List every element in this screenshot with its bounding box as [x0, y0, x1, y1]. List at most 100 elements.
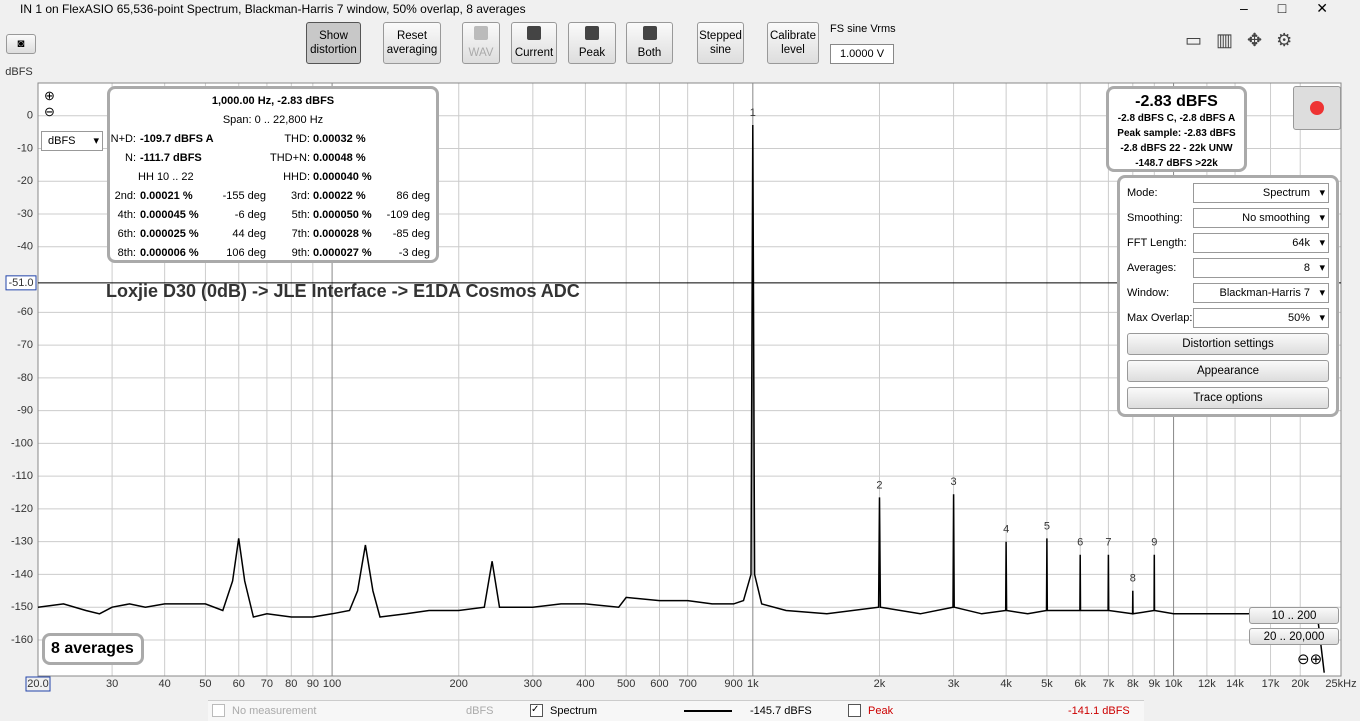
peak-legend: Peak: [868, 705, 894, 717]
zoom-buttons[interactable]: ⊕ ⊖: [44, 88, 55, 119]
show-distortion-button[interactable]: Show distortion: [306, 22, 361, 64]
level-main: -2.83 dBFS: [1135, 93, 1218, 110]
harmonic-label: 8: [1130, 573, 1136, 585]
x-tick-label: 2k: [874, 678, 886, 690]
current-button[interactable]: Current: [511, 22, 557, 64]
x-tick-label: 90: [307, 678, 319, 690]
harmonic-label: 2: [876, 479, 882, 491]
x-tick-label: 30: [106, 678, 118, 690]
control-button[interactable]: Distortion settings: [1127, 333, 1329, 355]
legend-swatch: [684, 710, 732, 712]
harmonic-cell: -6 deg: [234, 209, 266, 221]
range-button[interactable]: 10 .. 200: [1249, 607, 1339, 624]
camera-button[interactable]: ◙: [6, 34, 36, 54]
x-zoom-buttons[interactable]: ⊖⊕: [1297, 651, 1323, 668]
calibrate-level-button[interactable]: Calibrate level: [767, 22, 819, 64]
thdn-label: THD+N:: [269, 152, 310, 164]
spectrum-line: [37, 124, 1325, 673]
range-button[interactable]: 20 .. 20,000: [1249, 628, 1339, 645]
current-label: Current: [514, 47, 554, 59]
x-tick-label: 6k: [1074, 678, 1086, 690]
harmonic-cell: 5th:: [291, 209, 310, 221]
x-tick-label: 17k: [1262, 678, 1280, 690]
control-label: Averages:: [1127, 262, 1177, 274]
cursor-readout: 1,000.00 Hz, -2.83 dBFS: [211, 95, 335, 107]
y-tick-label: -90: [17, 405, 33, 417]
control-dropdown[interactable]: Spectrum: [1193, 183, 1329, 203]
harmonic-label: 5: [1044, 520, 1050, 532]
legend-entry: Spectrum: [550, 705, 598, 717]
control-dropdown[interactable]: Blackman-Harris 7: [1193, 283, 1329, 303]
harmonic-cell: 106 deg: [226, 247, 266, 259]
view-icons[interactable]: ▭▥✥⚙: [1185, 30, 1307, 50]
control-button[interactable]: Appearance: [1127, 360, 1329, 382]
harmonic-cell: 7th:: [291, 228, 310, 240]
level-line: -2.8 dBFS C, -2.8 dBFS A: [1117, 113, 1236, 124]
y-tick-label: -150: [11, 601, 33, 613]
y-tick-label: -110: [12, 470, 33, 482]
control-dropdown[interactable]: 64k: [1193, 233, 1329, 253]
n-value: -111.7 dBFS: [140, 152, 202, 164]
plot-frame: [37, 82, 1342, 677]
thd-value: 0.00032 %: [313, 133, 366, 145]
cursor-label-box: [5, 275, 37, 291]
x-tick-label: 200: [450, 678, 468, 690]
y-tick-label: 0: [27, 110, 33, 122]
control-dropdown[interactable]: No smoothing: [1193, 208, 1329, 228]
peak-label: Peak: [578, 47, 606, 59]
both-button[interactable]: Both: [626, 22, 673, 64]
harmonic-label: 1: [750, 107, 756, 119]
window-controls[interactable]: –□✕: [1240, 0, 1358, 16]
x-tick-label: 1k: [747, 678, 759, 690]
nd-value: -109.7 dBFS A: [140, 133, 214, 145]
y-tick-label: -70: [17, 339, 33, 351]
reset-averaging-button[interactable]: Reset averaging: [383, 22, 441, 64]
x-tick-label: 400: [576, 678, 594, 690]
fs-label: FS sine Vrms: [830, 23, 896, 35]
thdn-value: 0.00048 %: [313, 152, 366, 164]
peak-button[interactable]: Peak: [568, 22, 616, 64]
averages-badge: 8 averages: [42, 633, 144, 665]
harmonic-cell: 0.000006 %: [140, 247, 199, 259]
checkbox[interactable]: [848, 704, 861, 717]
x-tick-label: 40: [159, 678, 171, 690]
harmonic-cell: 2nd:: [114, 190, 136, 202]
x-tick-label: 70: [261, 678, 273, 690]
stepped-sine-button[interactable]: Stepped sine: [697, 22, 744, 64]
control-dropdown[interactable]: 8: [1193, 258, 1329, 278]
nd-label: N+D:: [110, 133, 136, 145]
control-button[interactable]: Trace options: [1127, 387, 1329, 409]
y-tick-label: -80: [17, 372, 33, 384]
harmonic-cell: -155 deg: [222, 190, 266, 202]
x-tick-label: 12k: [1198, 678, 1216, 690]
level-line: -148.7 dBFS >22k: [1135, 158, 1218, 169]
units-dropdown[interactable]: dBFS: [41, 131, 103, 151]
wav-button[interactable]: WAV: [462, 22, 500, 64]
y-tick-label: -140: [11, 568, 33, 580]
harmonic-label: 3: [951, 476, 957, 488]
record-button[interactable]: [1293, 86, 1341, 130]
x-start-box: [25, 676, 51, 692]
x-tick-label: 3k: [948, 678, 960, 690]
hhd-label: HHD:: [283, 171, 310, 183]
control-dropdown[interactable]: 50%: [1193, 308, 1329, 328]
window-title: IN 1 on FlexASIO 65,536-point Spectrum, …: [20, 2, 526, 16]
harmonic-cell: 44 deg: [232, 228, 266, 240]
checkbox[interactable]: ✓: [530, 704, 543, 717]
fs-input[interactable]: 1.0000 V: [830, 44, 894, 64]
x-tick-label: 100: [323, 678, 341, 690]
level-panel: -2.83 dBFS -2.8 dBFS C, -2.8 dBFS A Peak …: [1106, 86, 1247, 172]
harmonic-label: 6: [1077, 537, 1083, 549]
x-tick-label: 25kHz: [1325, 678, 1356, 690]
checkbox[interactable]: [212, 704, 225, 717]
harmonic-cell: -109 deg: [386, 209, 430, 221]
thd-label: THD:: [284, 133, 310, 145]
n-label: N:: [125, 152, 136, 164]
harmonic-cell: 6th:: [117, 228, 136, 240]
x-tick-label: 60: [233, 678, 245, 690]
x-tick-label: 80: [285, 678, 297, 690]
x-tick-label: 20.0: [27, 678, 48, 690]
annotation: Loxjie D30 (0dB) -> JLE Interface -> E1D…: [106, 281, 580, 301]
harmonic-cell: 3rd:: [291, 190, 310, 202]
x-tick-label: 600: [650, 678, 668, 690]
